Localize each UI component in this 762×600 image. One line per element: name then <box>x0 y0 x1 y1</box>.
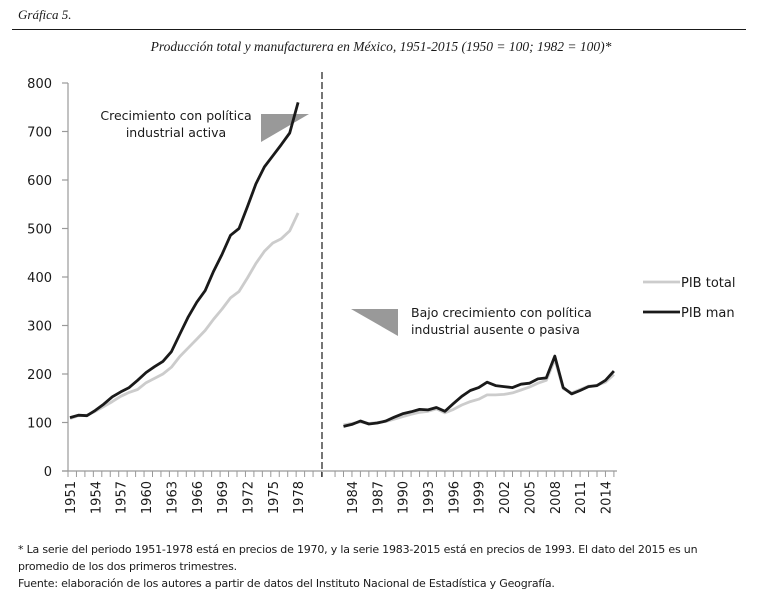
x-tick-label: 1957 <box>115 481 130 514</box>
x-tick-label: 1978 <box>292 481 307 514</box>
x-tick-label: 1993 <box>422 481 437 514</box>
x-tick-label: 1987 <box>371 481 386 514</box>
y-tick-label: 200 <box>27 368 52 383</box>
series-line-pib-man <box>343 354 615 428</box>
note-line-2: promedio de los dos primeros trimestres. <box>18 560 237 573</box>
x-tick-label: 2008 <box>549 481 564 514</box>
annotation-active-text: industrial activa <box>126 125 226 140</box>
annotation-passive-text: Bajo crecimiento con política <box>411 305 592 320</box>
y-tick-label: 0 <box>44 465 52 480</box>
x-tick-label: 1951 <box>64 481 79 514</box>
x-tick-label: 1960 <box>140 481 155 514</box>
x-tick-label: 1990 <box>397 481 412 514</box>
x-tick-label: 2014 <box>599 481 614 514</box>
x-tick-label: 2002 <box>498 481 513 514</box>
x-tick-label: 1954 <box>89 481 104 514</box>
annotation-active-text: Crecimiento con política <box>100 108 251 123</box>
x-tick-label: 2005 <box>523 481 538 514</box>
y-tick-label: 300 <box>27 320 52 335</box>
header-rule <box>12 29 746 30</box>
notes: * La serie del periodo 1951-1978 está en… <box>18 541 758 592</box>
y-tick-label: 800 <box>27 77 52 92</box>
legend: PIB total PIB man <box>643 276 735 321</box>
series-line-pib-total <box>69 212 300 420</box>
series-line-pib-man <box>69 102 300 419</box>
source-note: Fuente: elaboración de los autores a par… <box>18 577 555 590</box>
chart-title: Producción total y manufacturera en Méxi… <box>150 39 612 54</box>
chart: 0 100 200 300 400 500 600 700 800 1951 1954 1957 196… <box>27 72 735 514</box>
x-tick-label: 1984 <box>346 481 361 514</box>
annotation-wedge-active <box>261 114 309 142</box>
x-tick-label: 1999 <box>473 481 488 514</box>
x-tick-label: 1975 <box>267 481 282 514</box>
x-tick-label: 1996 <box>447 481 462 514</box>
y-tick-label: 700 <box>27 126 52 141</box>
note-line-1: * La serie del periodo 1951-1978 está en… <box>18 543 698 556</box>
annotation-wedge-passive <box>351 309 398 336</box>
annotations: Crecimiento con política industrial activ… <box>100 108 591 337</box>
y-tick-label: 400 <box>27 271 52 286</box>
axes: 0 100 200 300 400 500 600 700 800 1951 1954 1957 196… <box>27 72 617 514</box>
x-tick-label: 1972 <box>241 481 256 514</box>
x-tick-label: 1966 <box>191 481 206 514</box>
x-tick-label: 2011 <box>574 481 589 514</box>
y-tick-label: 500 <box>27 223 52 238</box>
legend-label: PIB total <box>681 276 735 291</box>
figure-label: Gráfica 5. <box>18 7 72 22</box>
legend-label: PIB man <box>681 306 735 321</box>
series-lines <box>69 102 615 428</box>
annotation-passive-text: industrial ausente o pasiva <box>411 322 580 337</box>
y-tick-label: 100 <box>27 417 52 432</box>
x-tick-label: 1969 <box>216 481 231 514</box>
y-tick-label: 600 <box>27 174 52 189</box>
x-tick-label: 1963 <box>165 481 180 514</box>
